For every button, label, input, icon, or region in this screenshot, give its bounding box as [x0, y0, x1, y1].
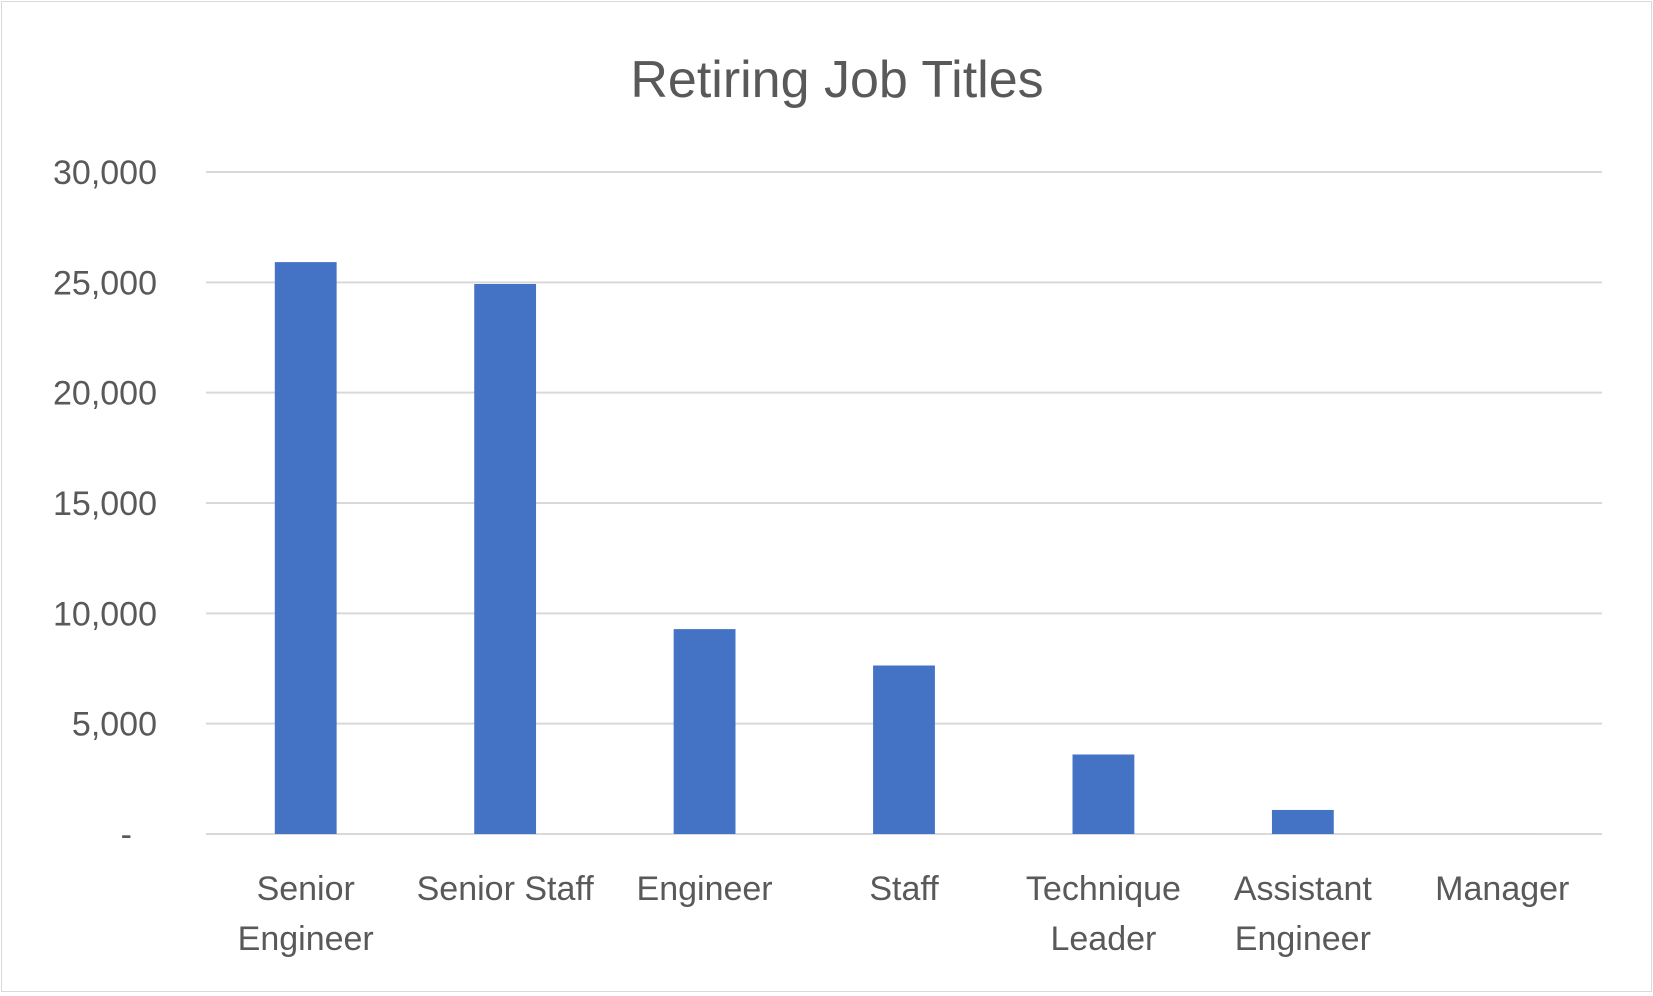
- y-tick-label: -: [121, 816, 132, 854]
- bar: [674, 629, 736, 834]
- bar: [1272, 810, 1334, 834]
- y-tick-label: 5,000: [72, 706, 157, 744]
- bars: [275, 262, 1533, 834]
- y-tick-label: 30,000: [53, 154, 157, 192]
- x-tick-label: Engineer: [637, 870, 773, 908]
- x-tick-label: Manager: [1435, 870, 1569, 908]
- y-axis-ticks: - 5,000 10,000 15,000 20,000 25,000 30,000: [53, 154, 157, 854]
- x-tick-label: Staff: [869, 870, 939, 908]
- bar: [474, 284, 536, 834]
- bar: [275, 262, 337, 834]
- bar: [873, 665, 935, 834]
- chart-title: Retiring Job Titles: [630, 51, 1043, 109]
- bar: [1073, 754, 1135, 834]
- y-tick-label: 25,000: [53, 264, 157, 302]
- y-tick-label: 15,000: [53, 485, 157, 523]
- y-tick-label: 20,000: [53, 375, 157, 413]
- y-tick-label: 10,000: [53, 595, 157, 633]
- x-tick-label: Senior Staff: [417, 870, 595, 908]
